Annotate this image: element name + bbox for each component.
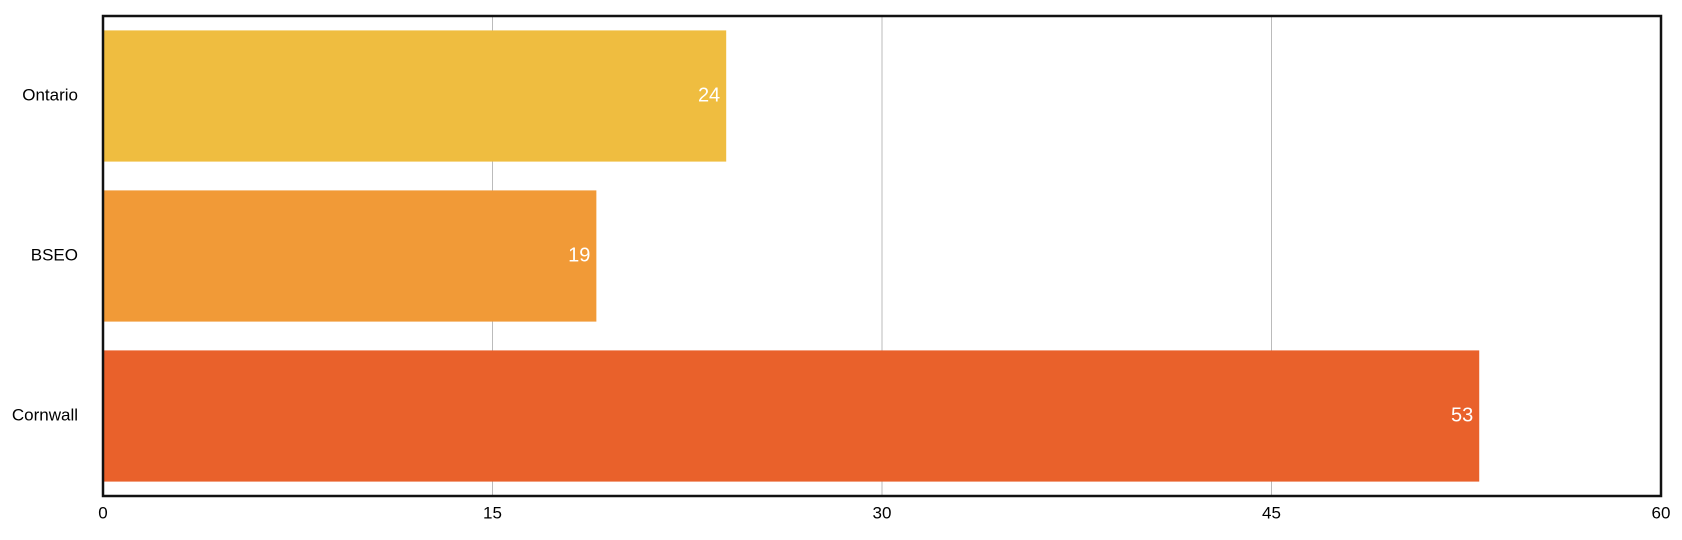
bar [103, 30, 727, 162]
value-label: 19 [568, 244, 590, 266]
x-tick-label: 0 [98, 503, 107, 522]
bar [103, 190, 597, 322]
y-tick-label: BSEO [31, 245, 78, 264]
value-label: 24 [698, 84, 720, 106]
bar [103, 350, 1480, 482]
x-tick-label: 60 [1652, 503, 1671, 522]
x-tick-label: 15 [483, 503, 502, 522]
value-label: 53 [1451, 404, 1473, 426]
y-tick-label: Ontario [22, 85, 78, 104]
plot-frame [101, 14, 1663, 498]
x-tick-label: 45 [1262, 503, 1281, 522]
y-tick-label: Cornwall [12, 405, 78, 424]
x-tick-label: 30 [873, 503, 892, 522]
